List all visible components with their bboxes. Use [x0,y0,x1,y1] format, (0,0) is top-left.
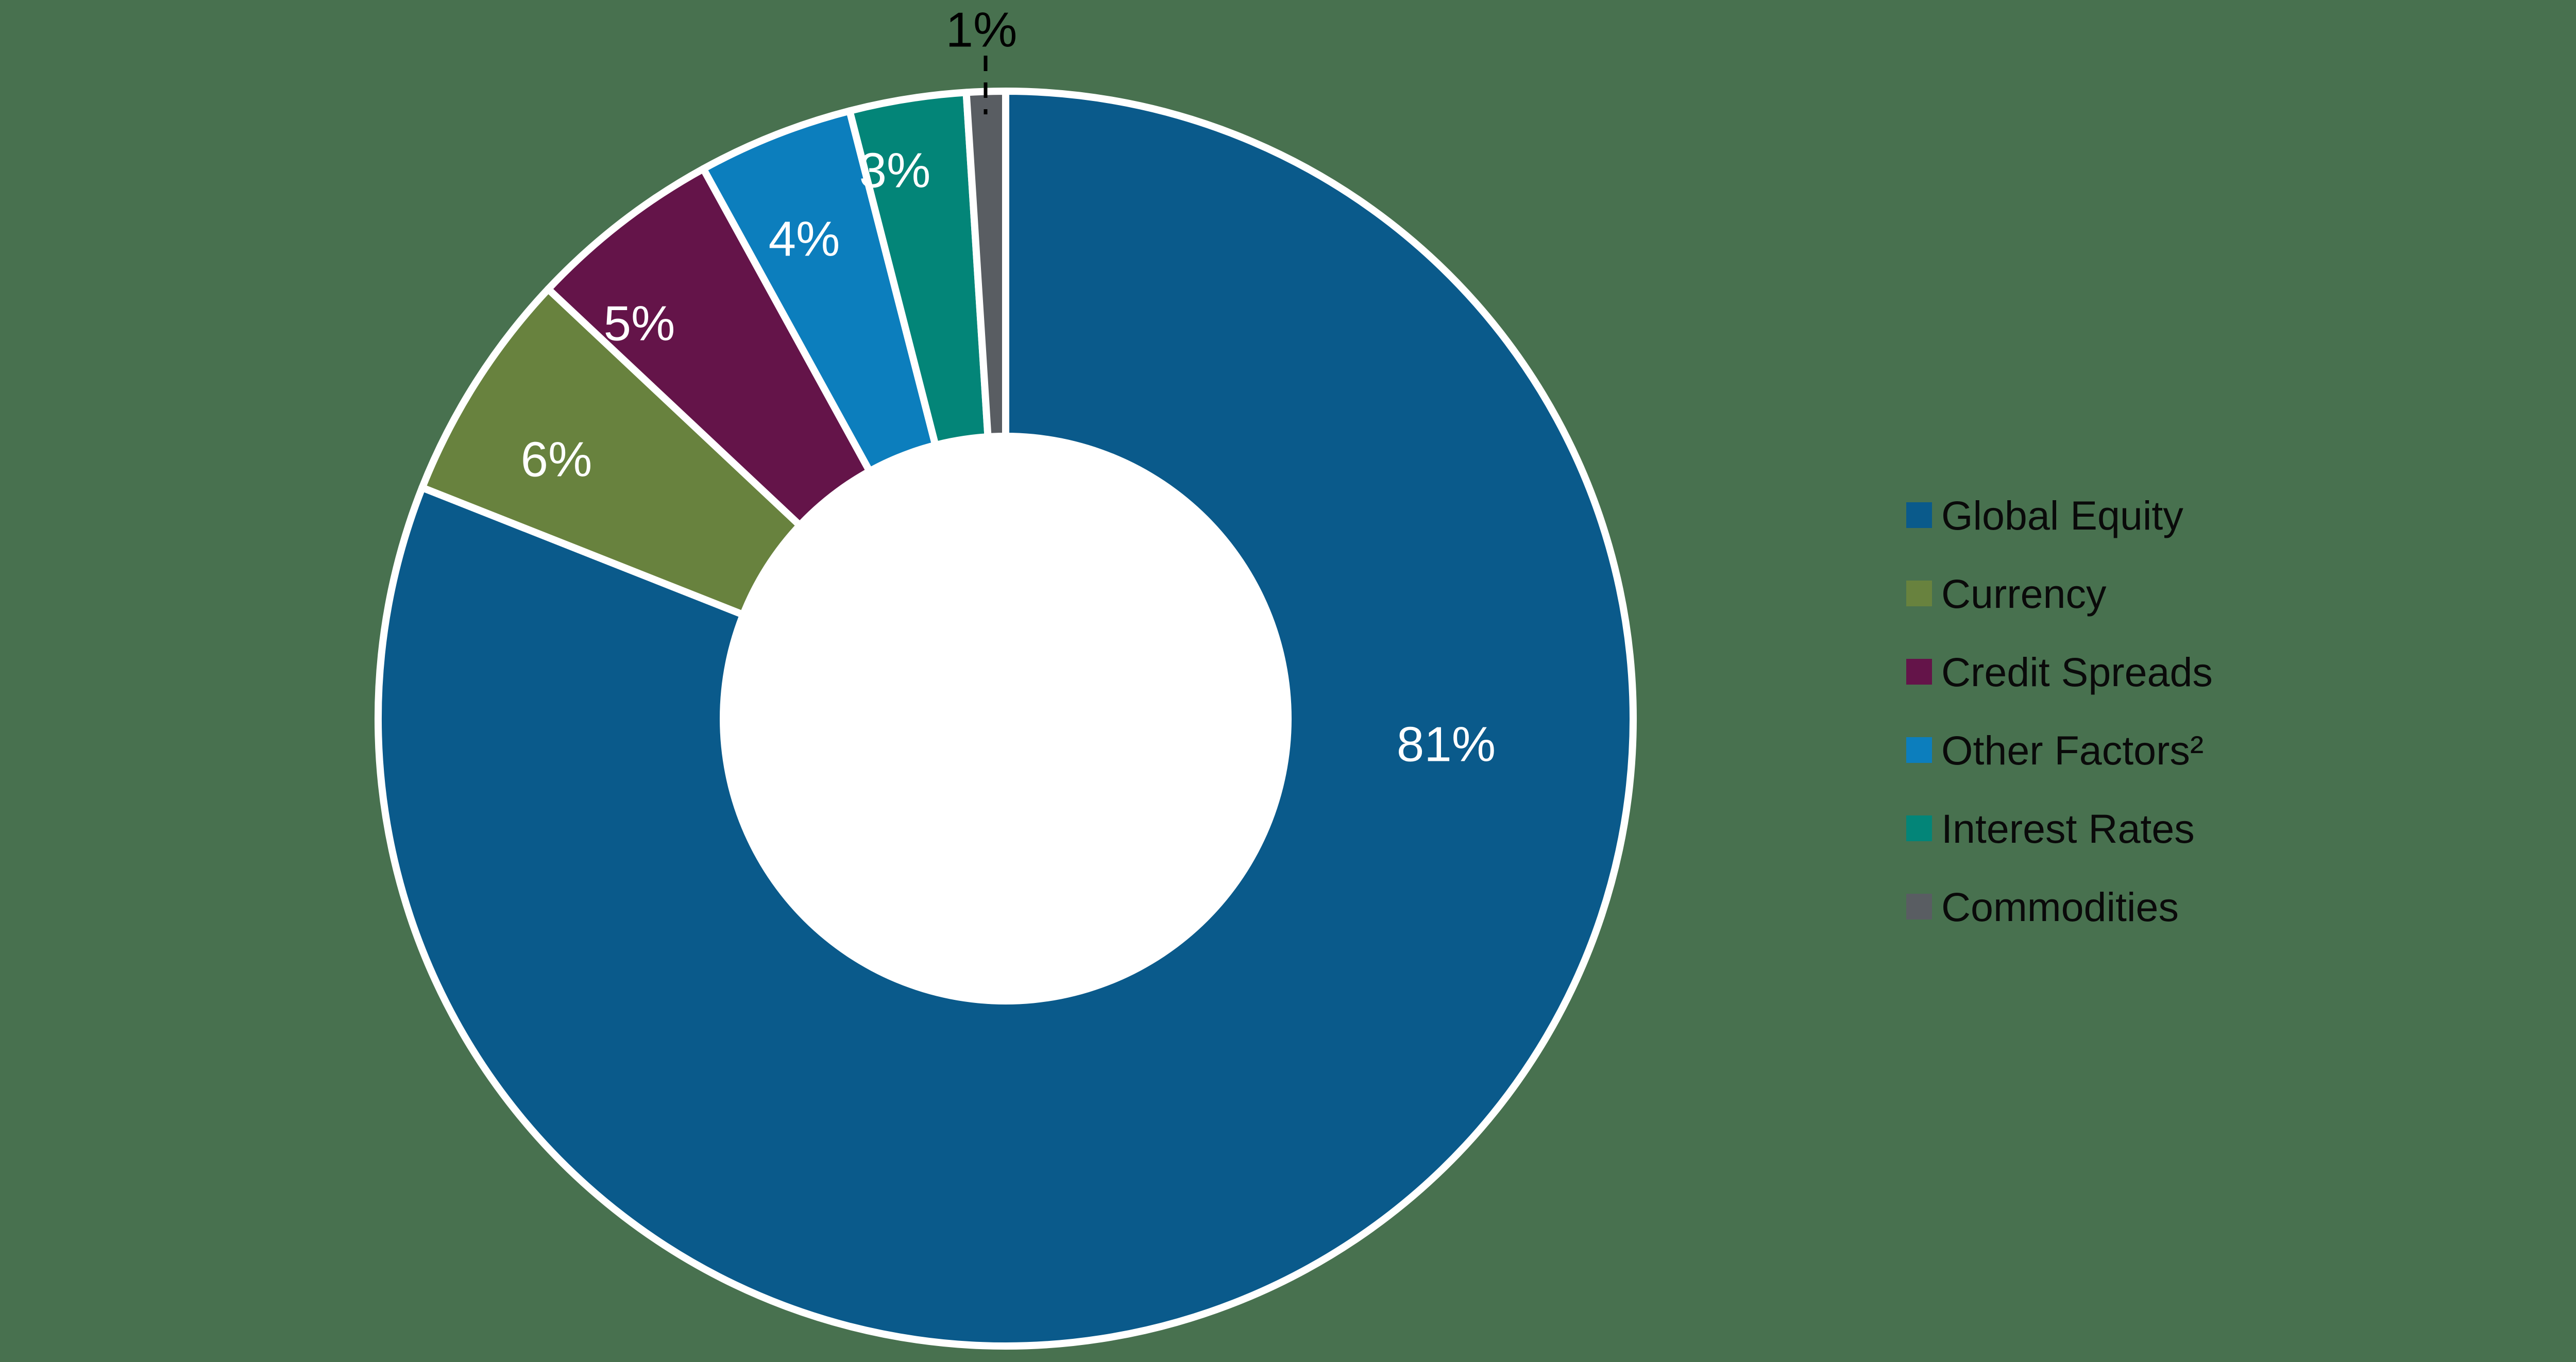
slice-pct-label-currency: 6% [521,432,592,487]
legend-item-credit-spreads: Credit Spreads [1906,633,2213,711]
legend-swatch-commodities [1906,894,1932,920]
slice-pct-label-commodities: 1% [946,3,1018,58]
legend-item-interest-rates: Interest Rates [1906,789,2213,867]
legend-swatch-global-equity [1906,502,1932,528]
legend: Global Equity Currency Credit Spreads Ot… [1906,476,2213,946]
donut-hole [720,433,1292,1005]
slice-global-equity [374,88,1637,1350]
legend-label-commodities: Commodities [1941,883,2179,930]
legend-item-commodities: Commodities [1906,867,2213,946]
legend-swatch-interest-rates [1906,815,1932,841]
legend-item-global-equity: Global Equity [1906,476,2213,554]
legend-label-interest-rates: Interest Rates [1941,805,2195,852]
legend-item-other-factors: Other Factors² [1906,711,2213,789]
legend-label-other-factors: Other Factors² [1941,727,2204,773]
legend-swatch-currency [1906,581,1932,606]
legend-item-currency: Currency [1906,554,2213,633]
slice-pct-label-credit-spreads: 5% [604,296,675,351]
legend-label-global-equity: Global Equity [1941,492,2183,538]
slice-pct-label-interest-rates: 3% [859,143,931,198]
slice-pct-label-other-factors: 4% [769,212,840,267]
slice-pct-label-global-equity: 81% [1397,717,1496,772]
legend-swatch-other-factors [1906,737,1932,763]
legend-label-currency: Currency [1941,570,2107,617]
legend-swatch-credit-spreads [1906,659,1932,685]
legend-label-credit-spreads: Credit Spreads [1941,649,2213,695]
